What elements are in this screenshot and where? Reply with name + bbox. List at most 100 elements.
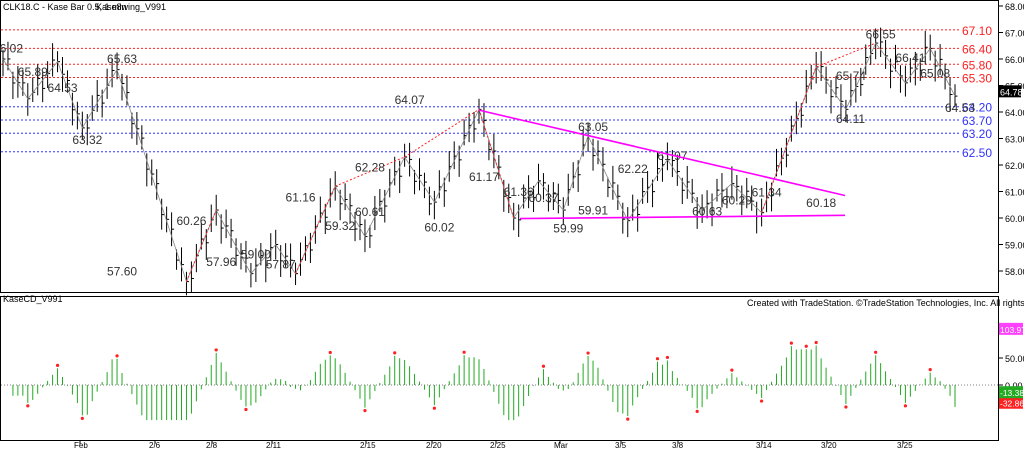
swing-label: 59.91 <box>578 203 608 217</box>
kasecd-extreme-dot <box>80 416 84 421</box>
price-bars <box>2 27 958 296</box>
date-axis-label: 3/8 <box>672 441 684 450</box>
swing-label: 61.34 <box>752 185 782 199</box>
swing-label: 65.89 <box>18 65 48 79</box>
kasecd-extreme-dot <box>874 350 878 354</box>
date-axis-label: 3/5 <box>615 441 627 450</box>
kasecd-pane-frame <box>0 296 999 441</box>
indicator-name: Kase8wing_V991 <box>96 2 166 12</box>
kasecd-extreme-dot <box>363 408 367 413</box>
date-axis-label: Mar <box>554 441 568 450</box>
swing-label: 66.41 <box>895 51 925 65</box>
red-level-bg <box>961 57 997 72</box>
price-axis-label: 60.00 <box>1005 214 1024 224</box>
kasecd-histogram <box>7 340 956 421</box>
date-axis-label: 2/25 <box>490 441 506 450</box>
red-projection-line <box>335 156 405 187</box>
magenta-support-line <box>519 214 846 220</box>
swing-label: 60.63 <box>692 204 722 218</box>
kasecd-extreme-dot <box>844 405 848 409</box>
price-pane-frame <box>0 0 999 293</box>
kasecd-extreme-dot <box>115 354 119 358</box>
magenta-downtrend-line <box>478 109 846 197</box>
kasecd-extreme-dot <box>695 409 699 413</box>
swing-label: 61.36 <box>504 185 534 199</box>
date-axis-label: 2/6 <box>149 441 161 450</box>
date-axis-label: 3/20 <box>821 441 837 450</box>
date-axis-label: Feb <box>74 441 88 450</box>
swing-label: 61.17 <box>469 170 499 184</box>
red-level-label: 66.40 <box>962 42 992 56</box>
kasecd-extreme-dot <box>55 363 60 367</box>
kasecd-extreme-dot <box>814 340 818 345</box>
kasecd-extreme-dot <box>789 341 793 345</box>
price-axis-label: 62.00 <box>1005 161 1024 171</box>
date-axis-label: 2/8 <box>206 441 218 450</box>
price-axis-label: 68.00 <box>1005 2 1024 12</box>
kasecd-extreme-dot <box>626 417 630 421</box>
red-level-label: 67.10 <box>962 24 992 38</box>
date-axis-label: 3/25 <box>897 441 913 450</box>
price-axis-label: 67.00 <box>1005 29 1024 39</box>
swing-label: 65.63 <box>107 52 137 66</box>
red-projection-line <box>185 209 217 282</box>
swing-label: 65.08 <box>920 66 950 80</box>
kasecd-extreme-dot <box>903 404 908 408</box>
kasecd-extreme-dot <box>804 344 808 348</box>
date-axis-label: 2/15 <box>360 441 376 450</box>
swing-label: 66.55 <box>866 27 896 41</box>
swing-label: 59.32 <box>325 219 355 233</box>
red-level-bg <box>961 41 997 56</box>
red-projection-line <box>478 109 515 219</box>
red-level-label: 65.80 <box>962 58 992 72</box>
blue-level-label: 62.50 <box>962 146 992 160</box>
swing-label: 64.07 <box>395 93 425 107</box>
swing-label: 59.99 <box>553 221 583 235</box>
kasecd-value-tag <box>999 396 1023 409</box>
red-level-label: 65.30 <box>962 72 992 86</box>
blue-level-label: 63.70 <box>962 114 992 128</box>
kasecd-value-label: -32.86 <box>1000 399 1024 409</box>
kasecd-title: KaseCD_V991 <box>3 294 63 304</box>
kasecd-value-label: -13.38 <box>1000 388 1024 398</box>
swing-label: 60.26 <box>176 214 206 228</box>
swing-label: 60.61 <box>355 205 385 219</box>
blue-level-bg <box>961 112 997 127</box>
kasecd-extreme-dot <box>928 368 932 372</box>
kasecd-extreme-dot <box>393 351 397 355</box>
kasecd-extreme-dot <box>541 364 546 368</box>
swing-label: 65.74 <box>836 69 866 83</box>
last-price-label: 64.78 <box>1000 87 1023 97</box>
swing-label: 57.87 <box>266 257 296 271</box>
date-axis-label: 2/20 <box>426 441 442 450</box>
red-level-bg <box>961 70 997 85</box>
red-projection-line <box>761 66 817 213</box>
kasecd-extreme-dot <box>328 350 332 355</box>
swing-label: 59.00 <box>241 248 271 262</box>
red-projection-line <box>815 42 876 68</box>
kasecd-value-tag <box>999 386 1023 399</box>
swing-label: 63.32 <box>72 133 102 147</box>
last-price-tag <box>999 85 1021 98</box>
kasecd-extreme-dot <box>26 404 30 408</box>
price-axis-label: 59.00 <box>1005 241 1024 251</box>
kasecd-axis-label: 0.00 <box>1005 381 1023 391</box>
kasecd-value-tag <box>999 322 1023 335</box>
kasecd-extreme-dot <box>214 348 218 352</box>
swing-label: 60.37 <box>529 191 559 205</box>
price-axis-label: 61.00 <box>1005 188 1024 198</box>
blue-level-label: 64.20 <box>962 101 992 115</box>
price-axis-label: 58.00 <box>1005 267 1024 277</box>
swing-label: 62.22 <box>618 162 648 176</box>
date-axis-label: 3/14 <box>756 441 772 450</box>
kasecd-extreme-dot <box>655 357 660 361</box>
kasecd-extreme-dot <box>586 351 590 355</box>
kasecd-axis-label: 50.00 <box>1005 354 1024 364</box>
kasecd-extreme-dot <box>432 406 436 410</box>
price-axis-label: 63.00 <box>1005 135 1024 145</box>
kasecd-value-label: 103.97 <box>1000 325 1024 335</box>
price-axis-label: 66.00 <box>1005 55 1024 65</box>
kasecd-extreme-dot <box>244 407 248 412</box>
